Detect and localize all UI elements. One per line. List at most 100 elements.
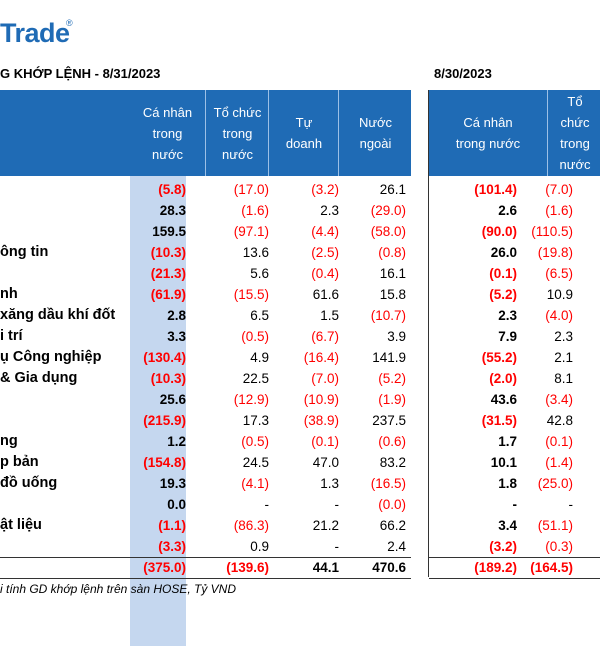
- table-row: 0.0 - - (0.0): [0, 494, 411, 515]
- sector-label: ụ Công nghiệp: [0, 349, 102, 365]
- table-cell: (29.0): [370, 203, 406, 218]
- table-cell: (5.2): [378, 371, 406, 386]
- table-row: 1.7 (0.1): [429, 431, 600, 452]
- table-cell: (10.7): [370, 308, 406, 323]
- table-row: xăng dầu khí đốt 2.8 6.5 1.5 (10.7): [0, 305, 411, 326]
- table-cell: (101.4): [474, 182, 517, 197]
- table-cell: 8.1: [554, 371, 573, 386]
- table-row: 3.4 (51.1): [429, 515, 600, 536]
- table-cell: -: [512, 497, 518, 512]
- column-header: Tự doanh: [268, 90, 339, 176]
- brand-logo: Trade ®: [0, 18, 73, 49]
- table-cell: (51.1): [537, 518, 573, 533]
- table-cell: (6.5): [545, 266, 573, 281]
- column-header-line: Tổ: [567, 94, 583, 109]
- table-row: 26.0 (19.8): [429, 242, 600, 263]
- table-row: ng 1.2 (0.5) (0.1) (0.6): [0, 431, 411, 452]
- column-header-line: nước: [222, 146, 253, 162]
- left-table-body: (5.8) (17.0) (3.2) 26.1 28.3 (1.6) 2.3 (29.0) 15…: [0, 179, 411, 557]
- column-header-line: Tự: [295, 115, 313, 130]
- table-cell: 237.5: [372, 413, 406, 428]
- table-cell: 141.9: [372, 350, 406, 365]
- table-cell: 26.1: [379, 182, 406, 197]
- table-cell: (17.0): [233, 182, 269, 197]
- table-row: ụ Công nghiệp (130.4) 4.9 (16.4) 141.9: [0, 347, 411, 368]
- table-cell: 3.4: [498, 518, 517, 533]
- column-header: Tổ chức trong nước: [205, 90, 269, 176]
- column-header-line: trong: [222, 125, 253, 141]
- table-cell: (3.2): [311, 182, 339, 197]
- table-cell: (90.0): [481, 224, 517, 239]
- table-row: (5.2) 10.9: [429, 284, 600, 305]
- column-header-line: trong: [560, 136, 590, 151]
- table-cell: (1.4): [545, 455, 573, 470]
- table-cell: (15.5): [233, 287, 269, 302]
- table-cell: 2.3: [498, 308, 517, 323]
- table-cell: (4.4): [311, 224, 339, 239]
- table-cell: 2.3: [554, 329, 573, 344]
- table-cell: (10.3): [150, 245, 186, 260]
- table-row: 28.3 (1.6) 2.3 (29.0): [0, 200, 411, 221]
- table-cell: (6.7): [311, 329, 339, 344]
- column-header-line: doanh: [285, 136, 323, 151]
- column-header-line: chức: [560, 115, 590, 130]
- table-cell: (2.5): [311, 245, 339, 260]
- table-cell: 15.8: [379, 287, 406, 302]
- right-table-title: 8/30/2023: [434, 66, 492, 81]
- table-cell: -: [264, 497, 270, 512]
- table-cell: 0.0: [167, 497, 186, 512]
- column-header-line: trong nước: [455, 136, 521, 151]
- table-cell: (0.3): [545, 539, 573, 554]
- table-cell: 47.0: [312, 455, 339, 470]
- table-cell: 25.6: [159, 392, 186, 407]
- table-cell: 13.6: [242, 245, 269, 260]
- table-cell: (0.0): [378, 497, 406, 512]
- table-cell: 10.1: [490, 455, 517, 470]
- table-cell: (0.1): [489, 266, 517, 281]
- right-table-body: (101.4) (7.0) 2.6 (1.6) (90.0) (110.5) 26.0 (19…: [429, 179, 600, 557]
- table-row: (90.0) (110.5): [429, 221, 600, 242]
- table-cell: (0.5): [241, 434, 269, 449]
- sector-label: ông tin: [0, 244, 49, 260]
- left-trading-table: Cá nhân trong nước Tổ chức trong nước Tự doanh N…: [0, 90, 411, 646]
- sector-label: ng: [0, 433, 18, 449]
- table-cell: (19.8): [537, 245, 573, 260]
- table-cell: 19.3: [159, 476, 186, 491]
- table-row: (55.2) 2.1: [429, 347, 600, 368]
- table-row: 25.6 (12.9) (10.9) (1.9): [0, 389, 411, 410]
- table-cell: 1.2: [167, 434, 186, 449]
- table-cell: (154.8): [143, 455, 186, 470]
- table-cell: (0.6): [378, 434, 406, 449]
- column-header-line: Cá nhân: [463, 115, 513, 130]
- table-cell: 43.6: [490, 392, 517, 407]
- table-cell: (110.5): [531, 224, 573, 239]
- table-row: (5.8) (17.0) (3.2) 26.1: [0, 179, 411, 200]
- table-cell: -: [568, 497, 574, 512]
- table-cell: 10.9: [546, 287, 573, 302]
- table-cell: (86.3): [233, 518, 269, 533]
- table-cell: 4.9: [250, 350, 269, 365]
- table-row: (31.5) 42.8: [429, 410, 600, 431]
- table-cell: (2.0): [489, 371, 517, 386]
- sector-label: & Gia dụng: [0, 370, 78, 386]
- table-cell: (130.4): [143, 350, 186, 365]
- table-cell: (55.2): [481, 350, 517, 365]
- right-trading-table: Cá nhân trong nước Tổ chức trong nước (101.4)…: [428, 90, 600, 579]
- table-cell: (5.8): [158, 182, 186, 197]
- source-note: i tính GD khớp lệnh trên sàn HOSE, Tỷ VN…: [0, 582, 237, 596]
- table-row: (101.4) (7.0): [429, 179, 600, 200]
- table-cell: 1.7: [498, 434, 517, 449]
- table-cell: (0.4): [311, 266, 339, 281]
- column-header-line: nước: [152, 146, 183, 162]
- table-cell: (0.1): [311, 434, 339, 449]
- table-cell: (1.6): [241, 203, 269, 218]
- table-row: (21.3) 5.6 (0.4) 16.1: [0, 263, 411, 284]
- table-row: ật liệu (1.1) (86.3) 21.2 66.2: [0, 515, 411, 536]
- table-row: 2.6 (1.6): [429, 200, 600, 221]
- table-cell: 61.6: [312, 287, 339, 302]
- registered-mark: ®: [66, 18, 73, 28]
- table-row: --: [429, 494, 600, 515]
- table-cell: (7.0): [545, 182, 573, 197]
- column-header-line: Cá nhân: [142, 104, 193, 120]
- table-cell: (61.9): [150, 287, 186, 302]
